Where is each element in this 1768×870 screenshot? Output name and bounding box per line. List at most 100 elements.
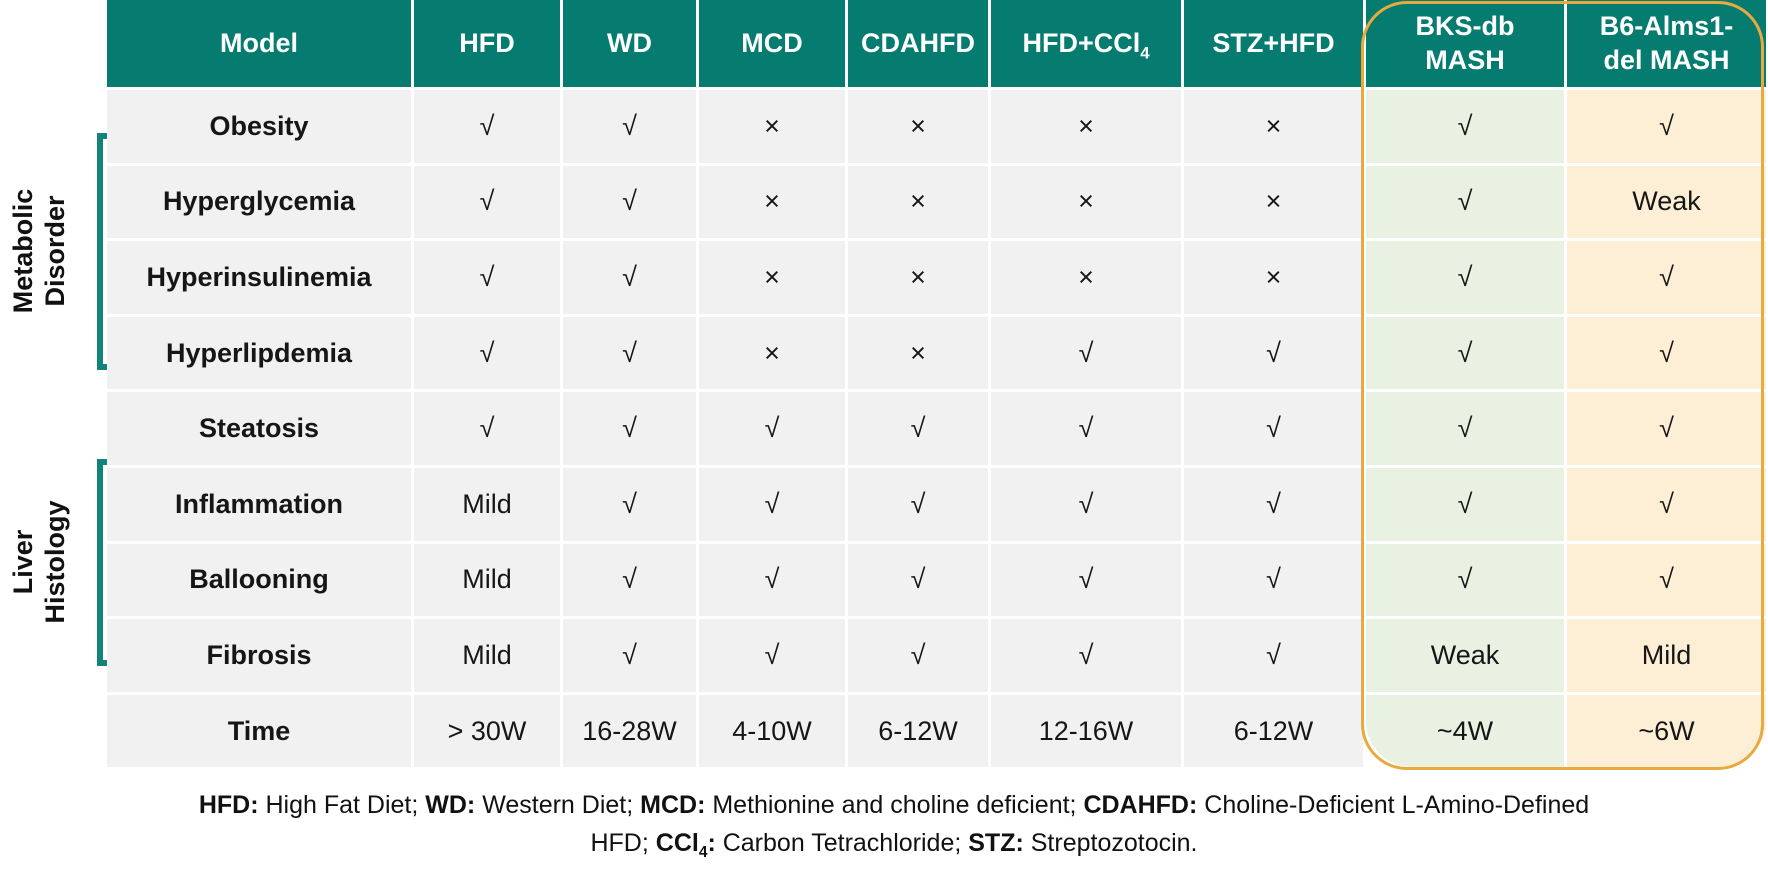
table-cell: √ xyxy=(414,241,560,314)
table-cell: × xyxy=(848,316,988,390)
section-label-line: Liver xyxy=(8,529,38,595)
column-header-label: BKS-db MASH xyxy=(1415,10,1515,75)
table-cell: √ xyxy=(991,619,1181,692)
table-cell: ~6W xyxy=(1567,694,1766,768)
row-label: Hyperglycemia xyxy=(107,165,411,239)
table-cell: × xyxy=(848,90,988,163)
table-cell: √ xyxy=(1184,392,1363,465)
table-cell: √ xyxy=(848,619,988,692)
table-cell: × xyxy=(699,165,845,239)
table-cell: √ xyxy=(1567,467,1766,541)
column-header: WD xyxy=(563,0,696,87)
table-cell: × xyxy=(848,165,988,239)
section-label-line: Disorder xyxy=(40,195,71,307)
section-label-liver-histology: Liver Histology xyxy=(7,432,77,692)
table-cell: √ xyxy=(1184,619,1363,692)
row-label: Hyperinsulinemia xyxy=(107,241,411,314)
table-cell: √ xyxy=(1567,392,1766,465)
footnote-segment: Carbon Tetrachloride; xyxy=(715,829,969,857)
table-cell: × xyxy=(991,90,1181,163)
table-cell: × xyxy=(1184,90,1363,163)
column-header: STZ+HFD xyxy=(1184,0,1363,87)
column-header: HFD+CCl4 xyxy=(991,0,1181,87)
table-cell: Weak xyxy=(1567,165,1766,239)
footnote-segment: : xyxy=(707,829,716,857)
table-cell: √ xyxy=(414,316,560,390)
footnote-segment: CCl xyxy=(655,829,699,857)
footnote-line-1: HFD: High Fat Diet; WD: Western Diet; MC… xyxy=(40,786,1748,824)
footnote-segment: Streptozotocin. xyxy=(1023,829,1198,857)
row-label: Obesity xyxy=(107,90,411,163)
model-comparison-table: Model HFD WD MCD CDAHFD HFD+CCl4 STZ+HFD BKS-db… xyxy=(107,0,1766,768)
table-cell: √ xyxy=(563,165,696,239)
table-cell: 6-12W xyxy=(848,694,988,768)
table-cell: √ xyxy=(414,165,560,239)
table-cell: √ xyxy=(563,392,696,465)
section-label-line: Metabolic xyxy=(8,188,38,314)
footnote-segment: HFD; xyxy=(590,829,656,857)
row-label: Time xyxy=(107,694,411,768)
table-cell: √ xyxy=(1366,90,1564,163)
table-cell: √ xyxy=(699,619,845,692)
table-cell: Mild xyxy=(414,619,560,692)
row-label: Steatosis xyxy=(107,392,411,465)
table-cell: √ xyxy=(1366,467,1564,541)
column-header: MCD xyxy=(699,0,845,87)
footnote-segment: 4 xyxy=(698,844,708,861)
column-header-label: CDAHFD xyxy=(861,27,975,58)
table-cell: √ xyxy=(1567,90,1766,163)
table-cell: √ xyxy=(699,392,845,465)
table-cell: √ xyxy=(991,543,1181,617)
table-cell: Mild xyxy=(414,467,560,541)
column-header-label: Model xyxy=(220,27,298,58)
column-header-label: HFD+CCl4 xyxy=(1022,27,1150,63)
column-header-label: HFD xyxy=(459,27,515,58)
table-cell: ~4W xyxy=(1366,694,1564,768)
table-cell: √ xyxy=(1184,316,1363,390)
table-cell: √ xyxy=(1184,543,1363,617)
table-cell: √ xyxy=(1366,241,1564,314)
table-cell: Mild xyxy=(1567,619,1766,692)
table-cell: √ xyxy=(991,316,1181,390)
table-cell: √ xyxy=(563,467,696,541)
table-cell: √ xyxy=(414,392,560,465)
table-cell: Mild xyxy=(414,543,560,617)
row-label: Hyperlipdemia xyxy=(107,316,411,390)
column-header-label: B6-Alms1- del MASH xyxy=(1599,10,1734,75)
footnote-segment: STZ: xyxy=(968,829,1024,857)
footnote-segment: WD: xyxy=(425,791,476,819)
table-cell: √ xyxy=(991,392,1181,465)
table-cell: √ xyxy=(563,316,696,390)
table-cell: √ xyxy=(1366,165,1564,239)
column-header: CDAHFD xyxy=(848,0,988,87)
table-cell: × xyxy=(1184,165,1363,239)
table-cell: √ xyxy=(848,392,988,465)
abbreviation-footnote: HFD: High Fat Diet; WD: Western Diet; MC… xyxy=(40,786,1748,862)
column-header: BKS-db MASH xyxy=(1366,0,1564,87)
column-header: B6-Alms1- del MASH xyxy=(1567,0,1766,87)
table-cell: √ xyxy=(1366,316,1564,390)
table-cell: 6-12W xyxy=(1184,694,1363,768)
table-cell: √ xyxy=(1184,467,1363,541)
row-label: Ballooning xyxy=(107,543,411,617)
table-cell: √ xyxy=(563,241,696,314)
table-cell: √ xyxy=(563,619,696,692)
table-cell: √ xyxy=(563,90,696,163)
table-cell: √ xyxy=(991,467,1181,541)
footnote-segment: High Fat Diet; xyxy=(258,791,426,819)
column-header-label: MCD xyxy=(741,27,803,58)
table-cell: 4-10W xyxy=(699,694,845,768)
footnote-segment: Choline-Deficient L-Amino-Defined xyxy=(1197,791,1590,819)
table-cell: √ xyxy=(699,543,845,617)
table-cell: √ xyxy=(1567,543,1766,617)
table-cell: 12-16W xyxy=(991,694,1181,768)
table-cell: √ xyxy=(1567,241,1766,314)
section-label-line: Histology xyxy=(40,500,71,624)
table-cell: Weak xyxy=(1366,619,1564,692)
footnote-segment: MCD: xyxy=(640,791,706,819)
table-cell: × xyxy=(991,165,1181,239)
table-cell: √ xyxy=(699,467,845,541)
section-label-metabolic-disorder: Metabolic Disorder xyxy=(7,121,77,381)
footnote-line-2: HFD; CCl4: Carbon Tetrachloride; STZ: St… xyxy=(40,824,1748,862)
table-cell: √ xyxy=(1366,543,1564,617)
